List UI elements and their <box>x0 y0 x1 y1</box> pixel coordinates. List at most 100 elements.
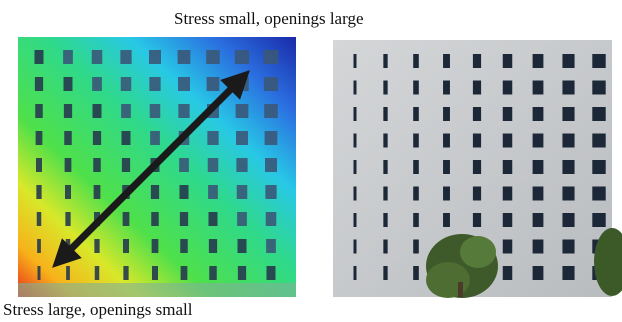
window <box>443 54 450 68</box>
window <box>122 158 130 172</box>
window <box>413 187 419 201</box>
window <box>35 104 43 118</box>
window <box>413 134 419 148</box>
window <box>533 54 544 68</box>
window <box>443 81 450 95</box>
window <box>533 266 544 280</box>
window <box>383 160 387 174</box>
window <box>94 185 101 199</box>
window <box>562 213 574 227</box>
window <box>383 213 387 227</box>
window <box>354 160 357 174</box>
window <box>121 77 132 91</box>
window <box>179 158 189 172</box>
window <box>473 187 481 201</box>
window <box>267 266 276 280</box>
window <box>473 134 481 148</box>
window <box>150 104 161 118</box>
window <box>65 158 72 172</box>
window <box>354 266 357 280</box>
window <box>503 213 513 227</box>
window <box>503 266 513 280</box>
window <box>562 54 574 68</box>
window <box>413 81 419 95</box>
window <box>123 239 129 253</box>
window <box>122 131 131 145</box>
window <box>473 160 481 174</box>
window <box>208 158 219 172</box>
window <box>533 134 544 148</box>
window <box>36 131 43 145</box>
window <box>383 266 387 280</box>
window <box>150 131 160 145</box>
window <box>238 239 247 253</box>
window <box>266 239 276 253</box>
window <box>592 213 605 227</box>
window <box>413 266 419 280</box>
window <box>265 131 278 145</box>
window <box>180 239 188 253</box>
window <box>383 54 387 68</box>
window <box>121 104 131 118</box>
window <box>473 213 481 227</box>
window <box>63 50 73 64</box>
window <box>123 212 130 226</box>
window <box>207 77 220 91</box>
window <box>503 81 513 95</box>
window <box>238 266 246 280</box>
window <box>562 81 574 95</box>
window <box>562 266 574 280</box>
window <box>533 187 544 201</box>
window <box>354 107 357 121</box>
figure: Stress small, openings large Stress larg… <box>0 0 622 322</box>
window <box>354 134 357 148</box>
window <box>562 240 574 254</box>
window <box>209 266 217 280</box>
window <box>236 158 247 172</box>
window <box>354 213 357 227</box>
window <box>36 185 41 199</box>
window <box>94 239 99 253</box>
window <box>93 131 101 145</box>
window <box>64 104 72 118</box>
window <box>235 50 249 64</box>
window <box>503 240 513 254</box>
window <box>92 77 102 91</box>
window <box>562 160 574 174</box>
window <box>533 81 544 95</box>
window <box>533 160 544 174</box>
window <box>207 131 218 145</box>
window <box>473 81 481 95</box>
window <box>592 160 605 174</box>
window <box>533 107 544 121</box>
window <box>592 107 605 121</box>
window <box>64 131 72 145</box>
window <box>35 77 43 91</box>
window <box>354 81 357 95</box>
window <box>503 134 513 148</box>
window <box>443 187 450 201</box>
window <box>503 107 513 121</box>
window <box>383 107 387 121</box>
window <box>37 239 41 253</box>
window <box>123 266 128 280</box>
window <box>443 160 450 174</box>
window <box>413 54 419 68</box>
window <box>354 54 357 68</box>
window <box>383 81 387 95</box>
window <box>151 185 159 199</box>
window <box>93 158 101 172</box>
window <box>178 50 191 64</box>
window <box>35 50 44 64</box>
window <box>443 213 450 227</box>
window <box>151 212 159 226</box>
window <box>66 266 70 280</box>
window <box>265 158 277 172</box>
window <box>208 185 218 199</box>
window <box>264 104 278 118</box>
window <box>264 77 278 91</box>
window <box>92 50 103 64</box>
window <box>592 187 605 201</box>
window <box>266 212 277 226</box>
window <box>413 213 419 227</box>
